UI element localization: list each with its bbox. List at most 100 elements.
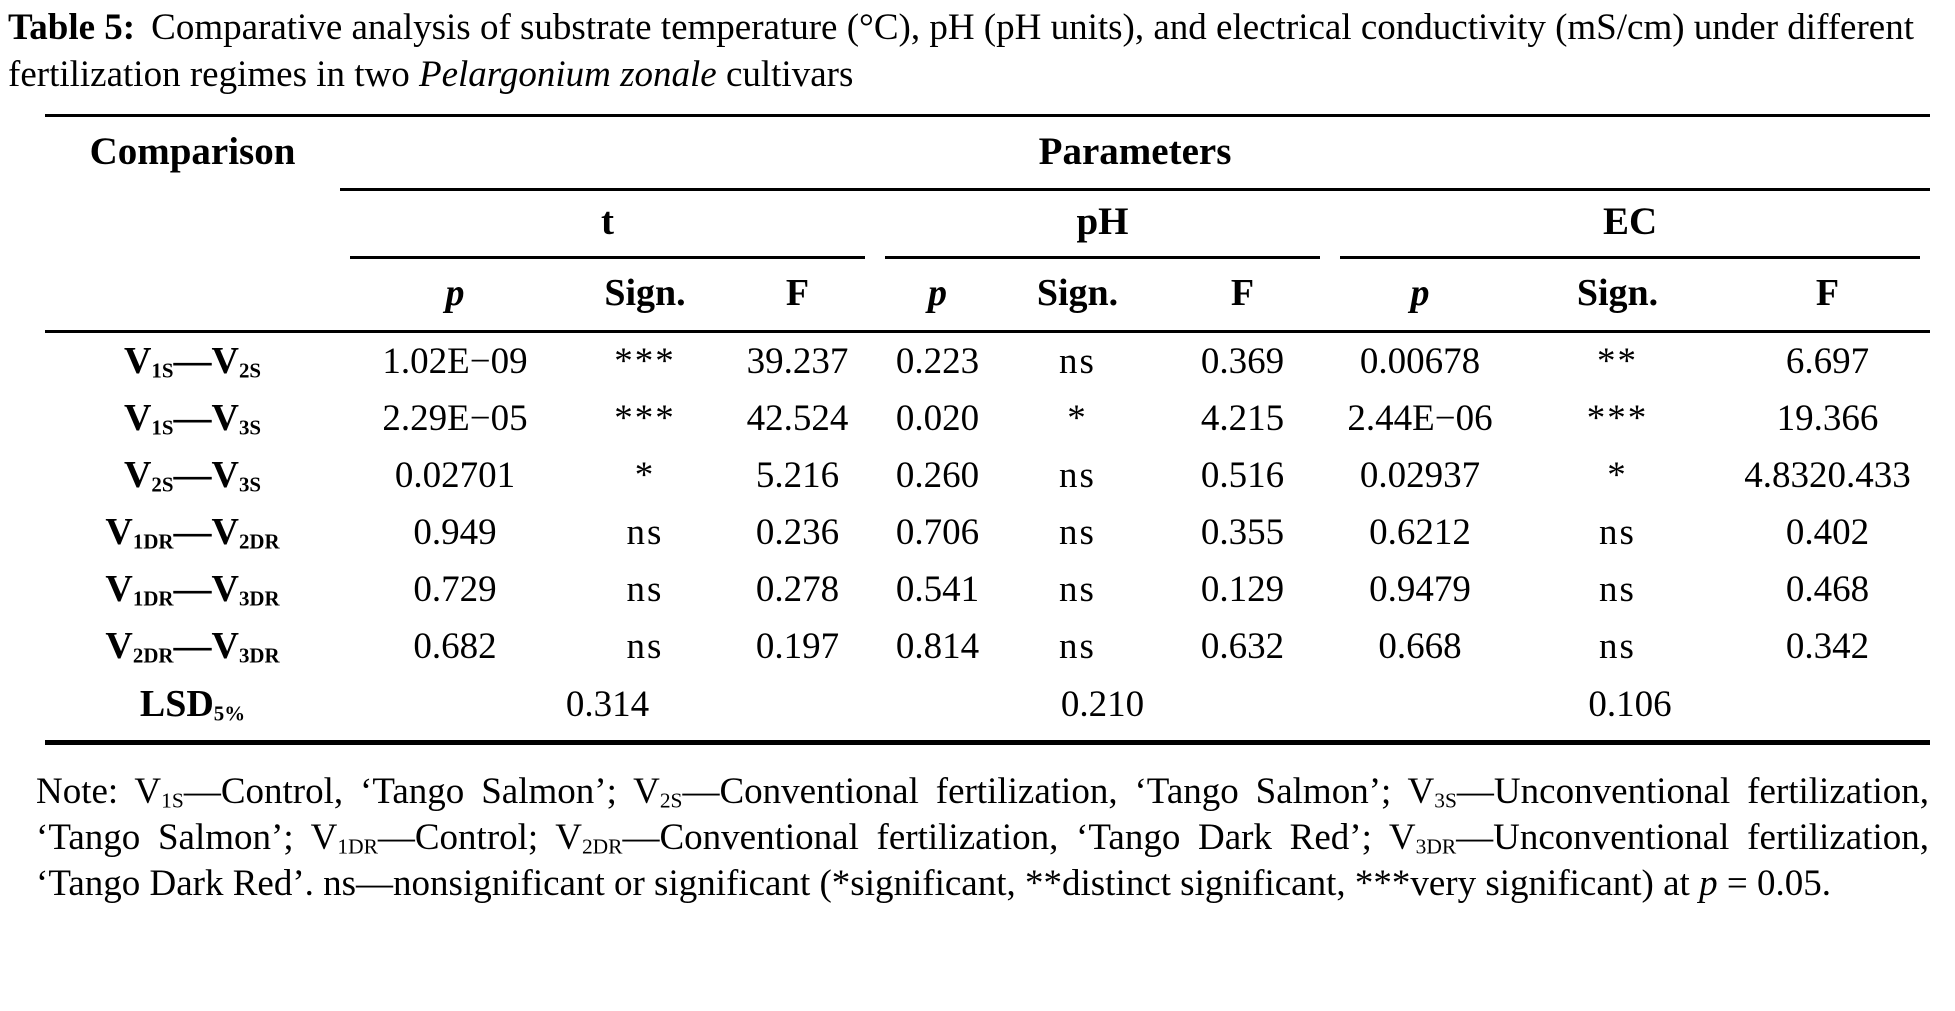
- lsd-row: LSD5% 0.314 0.210 0.106: [45, 675, 1931, 745]
- group-header-ec: EC: [1330, 190, 1930, 259]
- cell-ph-f: 0.129: [1200, 569, 1285, 610]
- lsd-label: LSD5%: [45, 675, 340, 745]
- note-part: —Conventional fertilization, ‘Tango Salm…: [682, 771, 1435, 812]
- variant-a-sub: 1S: [151, 415, 174, 440]
- variant-a: V: [105, 568, 133, 610]
- cell-ph-f: 0.632: [1200, 626, 1285, 667]
- variant-b: V: [211, 340, 239, 382]
- note-sub: 1S: [161, 788, 184, 813]
- lsd-value-ec: 0.106: [1330, 675, 1931, 745]
- cell-t-sign: ns: [626, 512, 664, 553]
- header-row-parameters: Comparison Parameters: [45, 115, 1931, 333]
- cell-t-f: 0.197: [755, 626, 840, 667]
- cell-ec-p: 0.00678: [1359, 341, 1481, 382]
- cell-ph-p: 0.223: [895, 341, 980, 382]
- variant-b: V: [211, 568, 239, 610]
- cell-t-p: 0.02701: [394, 455, 516, 496]
- variant-a: V: [123, 454, 152, 496]
- note-part: = 0.05.: [1717, 863, 1831, 904]
- table-row: V1S—V3S 2.29E−05 *** 42.524 0.020 * 4.21…: [45, 390, 1930, 447]
- cell-t-f: 0.278: [755, 569, 840, 610]
- dash: —: [173, 454, 212, 496]
- header-row-statistics: p Sign. F p Sign. F p Sign. F: [45, 259, 1931, 333]
- note-part: —Unconventional fertilization, ‘Tango Sa…: [36, 771, 1929, 858]
- cell-t-p: 2.29E−05: [382, 398, 528, 439]
- subheader-t-sign: Sign.: [570, 259, 720, 333]
- variant-a-sub: 2DR: [132, 643, 174, 668]
- comparative-analysis-table: Comparison Parameters t pH EC p Sign. F …: [45, 114, 1931, 745]
- cell-ec-f: 0.402: [1785, 512, 1870, 553]
- table-caption-text: Comparative analysis of substrate temper…: [8, 7, 1914, 95]
- table-caption-text-end: cultivars: [716, 54, 854, 95]
- cell-ec-sign: **: [1597, 341, 1638, 382]
- cell-ph-f: 0.369: [1200, 341, 1285, 382]
- cell-t-p: 1.02E−09: [382, 341, 528, 382]
- variant-b: V: [211, 454, 239, 496]
- cell-ec-p: 2.44E−06: [1347, 398, 1493, 439]
- cell-ec-sign: *: [1607, 455, 1628, 496]
- group-header-t: t: [340, 190, 875, 259]
- cell-t-sign: *: [634, 455, 656, 496]
- note-part: —Control, ‘Tango Salmon’; V: [183, 771, 660, 812]
- note-sub: 2DR: [581, 834, 623, 859]
- variant-a: V: [123, 340, 152, 382]
- cell-t-sign: ns: [626, 569, 664, 610]
- variant-b-sub: 3S: [238, 472, 262, 497]
- cell-ph-p: 0.541: [895, 569, 980, 610]
- table-row: V1DR—V3DR 0.729 ns 0.278 0.541 ns 0.129 …: [45, 561, 1930, 618]
- subheader-ec-sign: Sign.: [1510, 259, 1725, 333]
- cell-ph-p: 0.814: [895, 626, 980, 667]
- cell-ec-sign: ***: [1586, 398, 1649, 439]
- table-caption: Table 5: Comparative analysis of substrat…: [8, 4, 1945, 98]
- subheader-ph-f: F: [1155, 259, 1330, 333]
- note-part: —Control; V: [377, 817, 582, 858]
- note-sub: 3S: [1434, 788, 1457, 813]
- comparison-label: V2DR—V3DR: [45, 618, 340, 675]
- cell-ph-f: 0.355: [1200, 512, 1285, 553]
- variant-b-sub: 2S: [238, 358, 262, 383]
- variant-b: V: [211, 511, 239, 553]
- note-sub: 2S: [659, 788, 683, 813]
- variant-b-sub: 3DR: [238, 643, 280, 668]
- cell-ph-p: 0.020: [895, 398, 980, 439]
- cell-ec-f: 0.342: [1785, 626, 1870, 667]
- cell-ec-sign: ns: [1599, 569, 1636, 610]
- lsd-label-text: LSD: [139, 683, 214, 725]
- dash: —: [173, 340, 212, 382]
- variant-a-sub: 1S: [151, 358, 174, 383]
- cell-t-f: 39.237: [746, 341, 849, 382]
- variant-b: V: [211, 397, 239, 439]
- subheader-ec-p: p: [1330, 259, 1510, 333]
- cell-ph-sign: ns: [1059, 455, 1096, 496]
- comparison-label: V1DR—V3DR: [45, 561, 340, 618]
- dash: —: [173, 397, 212, 439]
- cell-ec-f: 0.468: [1785, 569, 1870, 610]
- variant-a: V: [105, 625, 133, 667]
- subheader-t-f: F: [720, 259, 875, 333]
- lsd-value-t: 0.314: [340, 675, 875, 745]
- variant-b-sub: 2DR: [238, 529, 280, 554]
- cell-ec-p: 0.668: [1378, 626, 1462, 667]
- table-row: V2DR—V3DR 0.682 ns 0.197 0.814 ns 0.632 …: [45, 618, 1930, 675]
- dash: —: [173, 568, 212, 610]
- lsd-label-sub: 5%: [213, 701, 246, 726]
- comparison-label: V1S—V2S: [45, 332, 340, 391]
- header-row-groups: t pH EC: [45, 190, 1930, 259]
- subheader-ph-p: p: [875, 259, 1000, 333]
- cell-t-sign: ***: [614, 398, 676, 439]
- cell-t-p: 0.949: [413, 512, 497, 553]
- table-row: V2S—V3S 0.02701 * 5.216 0.260 ns 0.516 0…: [45, 447, 1930, 504]
- cell-ec-f: 4.8320.433: [1744, 455, 1911, 496]
- note-p-italic: p: [1699, 863, 1718, 904]
- cell-ec-p: 0.9479: [1369, 569, 1471, 610]
- note-part: —Unconventional fertilization, ‘Tango Da…: [36, 817, 1929, 904]
- cell-ph-sign: *: [1067, 398, 1088, 439]
- variant-a-sub: 1DR: [132, 586, 174, 611]
- comparison-label: V2S—V3S: [45, 447, 340, 504]
- dash: —: [173, 511, 212, 553]
- column-header-parameters: Parameters: [340, 115, 1931, 191]
- column-header-comparison: Comparison: [45, 115, 340, 333]
- cell-t-sign: ***: [614, 341, 676, 382]
- table-note: Note: V1S—Control, ‘Tango Salmon’; V2S—C…: [36, 769, 1929, 907]
- table-row: V1DR—V2DR 0.949 ns 0.236 0.706 ns 0.355 …: [45, 504, 1930, 561]
